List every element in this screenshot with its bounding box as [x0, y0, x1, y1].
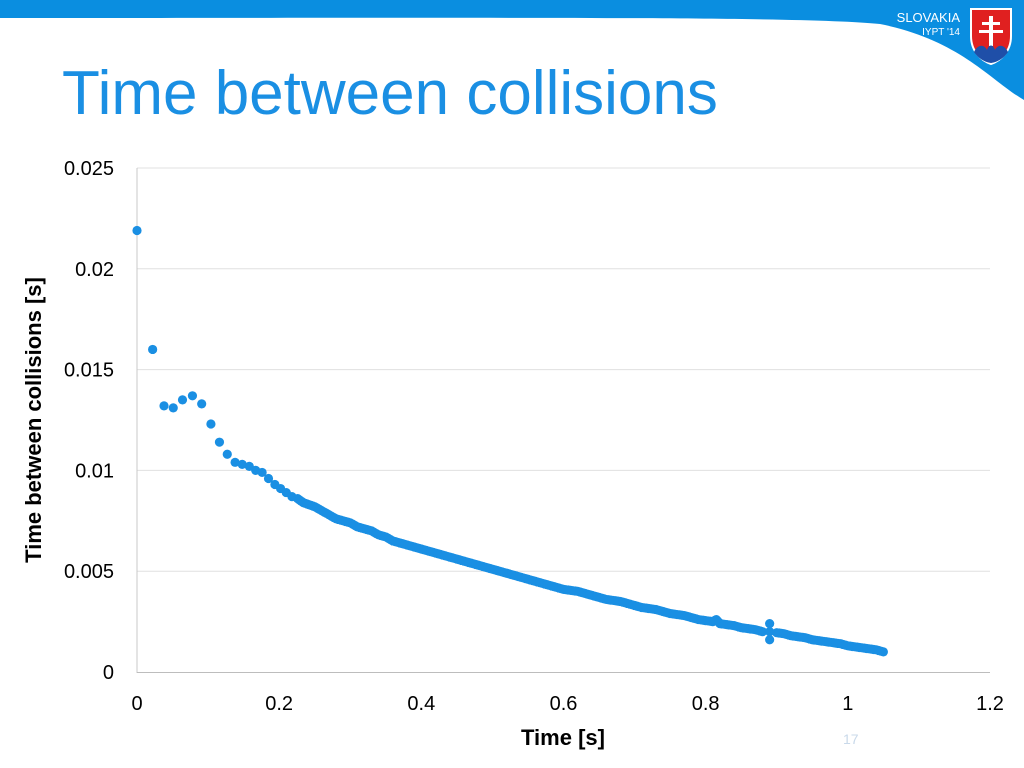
header-banner — [0, 0, 1024, 100]
x-tick-label: 0 — [131, 693, 142, 715]
gridlines — [137, 167, 990, 572]
x-tick-label: 0.8 — [692, 693, 720, 715]
x-tick-label: 0.6 — [550, 693, 578, 715]
data-point — [237, 459, 247, 469]
data-point — [765, 627, 775, 637]
x-tick-label: 1.2 — [976, 693, 1004, 715]
data-point — [187, 391, 198, 401]
y-tick-label: 0.005 — [64, 561, 114, 583]
data-point — [168, 403, 178, 413]
y-tick-label: 0 — [103, 662, 114, 684]
y-tick-label: 0.01 — [75, 460, 114, 482]
data-point — [765, 635, 775, 645]
x-tick-label: 0.4 — [407, 693, 435, 715]
y-tick-label: 0.015 — [64, 360, 114, 382]
slovak-coat-of-arms-icon — [970, 8, 1012, 66]
event-label: IYPT '14 — [922, 27, 960, 38]
country-label: SLOVAKIA — [896, 10, 960, 25]
banner-swoosh — [0, 0, 1024, 100]
data-point — [222, 449, 232, 459]
data-point — [159, 401, 169, 411]
data-point — [206, 419, 216, 429]
y-tick-label: 0.025 — [64, 158, 114, 180]
x-axis-label: Time [s] — [521, 725, 605, 750]
data-point — [177, 395, 188, 405]
data-point — [876, 646, 886, 656]
slide-title: Time between collisions — [62, 59, 718, 128]
y-axis-label: Time between collisions [s] — [21, 277, 46, 563]
x-tick-label: 1 — [842, 693, 853, 715]
y-tick-label: 0.02 — [75, 259, 114, 281]
data-point — [132, 225, 142, 236]
data-point — [765, 619, 775, 629]
data-point — [148, 344, 158, 355]
data-point — [755, 626, 765, 636]
y-tick-labels: 0 0.005 0.01 0.015 0.02 0.025 — [64, 158, 114, 684]
data-point — [214, 437, 225, 447]
scatter-chart: 0 0.005 0.01 0.015 0.02 0.025 0 0.2 0.4 0.6 0.8 1 1… — [21, 158, 1004, 750]
data-point — [197, 399, 207, 409]
data-points — [132, 225, 888, 657]
data-point — [263, 473, 274, 484]
data-point — [230, 457, 240, 467]
x-tick-label: 0.2 — [265, 693, 293, 715]
page-number: 17 — [843, 731, 859, 747]
data-point — [257, 467, 267, 478]
x-tick-labels: 0 0.2 0.4 0.6 0.8 1 1.2 — [131, 693, 1003, 715]
